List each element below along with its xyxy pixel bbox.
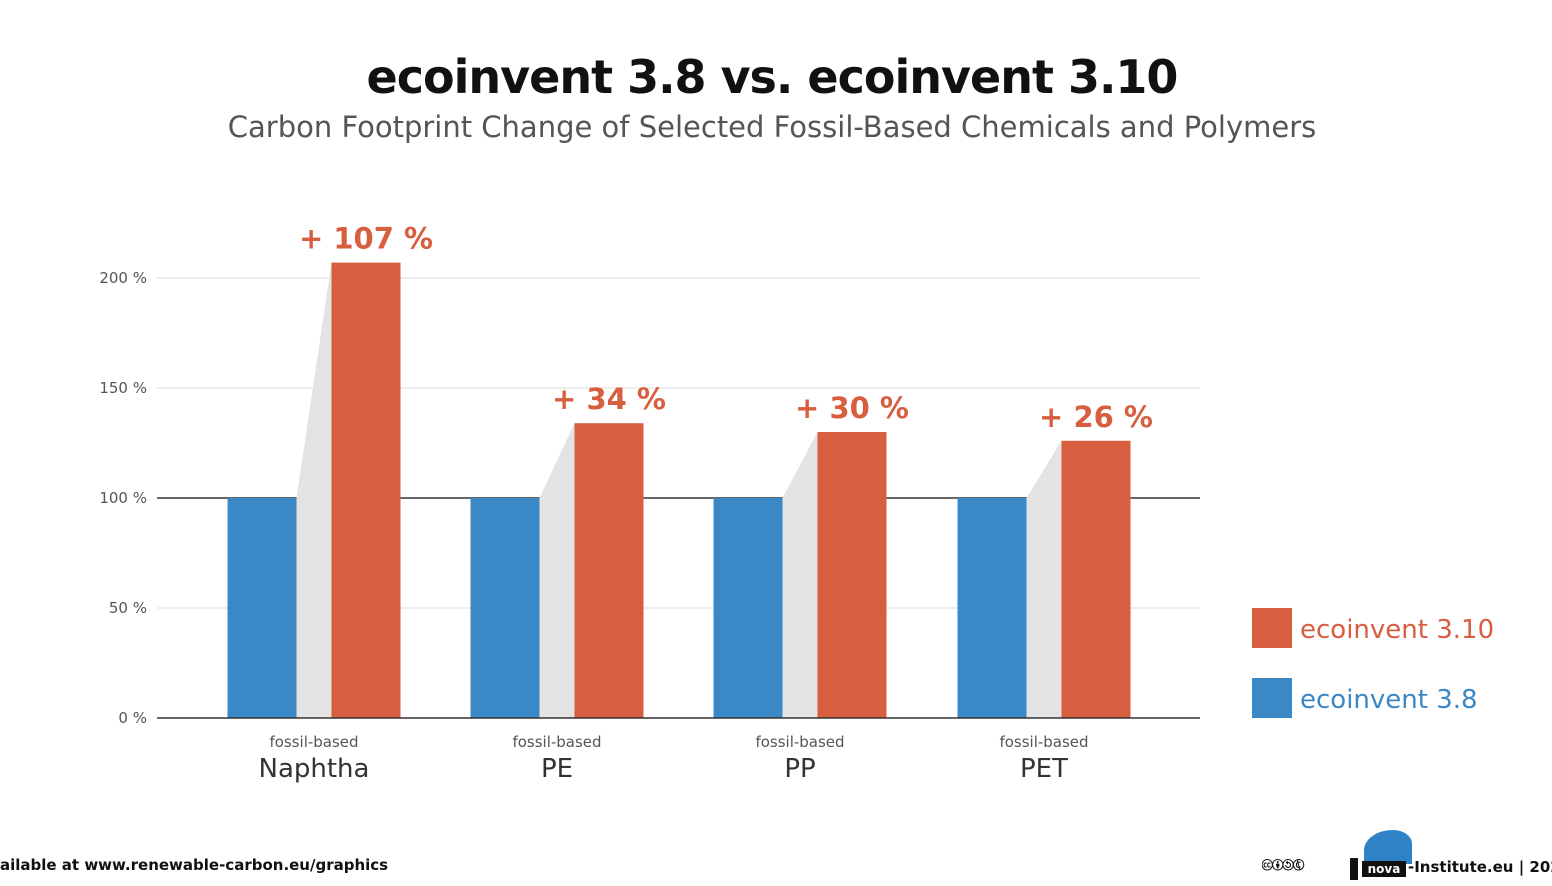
category-label: PP [784,754,815,784]
category-label: PET [1020,754,1068,784]
change-connector [296,262,332,718]
change-label: + 34 % [552,382,666,416]
bar-ecoinvent-3-10 [331,262,401,718]
footer-source-text: ailable at www.renewable-carbon.eu/graph… [0,856,389,874]
y-tick-label: 50 % [109,599,147,617]
bar-ecoinvent-3-10 [574,423,644,718]
bar-ecoinvent-3-10 [1061,440,1131,718]
category-prefix-label: fossil-based [512,733,601,751]
nova-logo: nova [1350,830,1420,880]
bar-ecoinvent-3-8 [470,498,540,718]
category-prefix-label: fossil-based [755,733,844,751]
change-connector [782,432,818,718]
legend-label: ecoinvent 3.8 [1300,685,1478,715]
legend-swatch [1252,678,1292,718]
legend-swatch [1252,608,1292,648]
nova-logo-text: nova [1362,861,1406,877]
nova-bar-icon [1350,858,1358,880]
category-prefix-label: fossil-based [999,733,1088,751]
change-label: + 30 % [795,391,909,425]
footer-credit: 🅭🅯🄎🅮 nova -Institute.eu | 202 [1262,830,1552,886]
license-icons: 🅭🅯🄎🅮 [1262,856,1304,876]
change-connector [539,423,575,718]
bar-ecoinvent-3-8 [227,498,297,718]
chart-title: ecoinvent 3.8 vs. ecoinvent 3.10 [366,50,1179,104]
y-tick-label: 100 % [99,489,147,507]
change-label: + 26 % [1039,400,1153,434]
category-prefix-label: fossil-based [269,733,358,751]
y-tick-label: 150 % [99,379,147,397]
bar-ecoinvent-3-8 [713,498,783,718]
nova-wave-icon [1364,830,1412,864]
change-label: + 107 % [299,222,433,256]
category-label: Naphtha [259,754,370,784]
y-tick-label: 0 % [118,709,147,727]
legend-label: ecoinvent 3.10 [1300,615,1494,645]
change-connector [1026,440,1062,718]
bar-ecoinvent-3-10 [817,432,887,718]
bar-ecoinvent-3-8 [957,498,1027,718]
chart-subtitle: Carbon Footprint Change of Selected Foss… [227,110,1317,144]
footer-institute-text: -Institute.eu | 202 [1408,858,1552,876]
y-tick-label: 200 % [99,269,147,287]
category-label: PE [541,754,573,784]
